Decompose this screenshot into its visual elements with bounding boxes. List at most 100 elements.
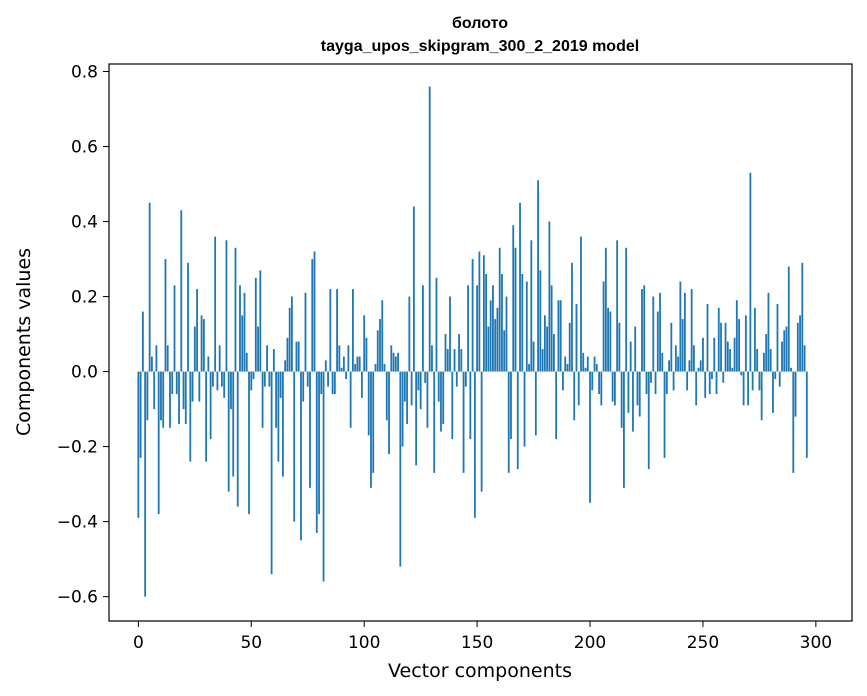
y-tick-label: 0.4 bbox=[71, 213, 98, 233]
bar bbox=[485, 274, 488, 372]
bar bbox=[345, 371, 348, 380]
bar bbox=[182, 371, 185, 410]
bar bbox=[455, 371, 458, 387]
bar bbox=[261, 371, 264, 428]
bar bbox=[236, 371, 239, 507]
bar bbox=[257, 326, 259, 372]
x-tick-label: 100 bbox=[348, 633, 380, 653]
bar bbox=[636, 371, 639, 406]
bar bbox=[403, 371, 406, 402]
bar bbox=[342, 356, 345, 372]
bar bbox=[600, 371, 603, 406]
bar bbox=[501, 274, 503, 372]
bar bbox=[259, 270, 262, 372]
bar bbox=[349, 371, 352, 428]
bar bbox=[571, 262, 573, 372]
bar bbox=[805, 371, 808, 458]
bar bbox=[281, 371, 284, 477]
bar bbox=[171, 371, 174, 395]
bar bbox=[774, 371, 777, 380]
bar bbox=[266, 345, 268, 372]
bar bbox=[735, 300, 738, 372]
bar bbox=[196, 289, 198, 372]
bar bbox=[198, 371, 201, 402]
bar bbox=[243, 292, 246, 372]
bar bbox=[385, 371, 388, 421]
bar bbox=[153, 371, 156, 410]
bar bbox=[722, 371, 725, 383]
bar bbox=[467, 285, 469, 372]
bar bbox=[169, 371, 171, 428]
bar bbox=[519, 202, 521, 372]
bar bbox=[552, 334, 555, 372]
bar bbox=[713, 337, 716, 372]
bar bbox=[537, 180, 539, 372]
bar bbox=[543, 315, 546, 372]
bar bbox=[221, 371, 223, 387]
x-tick-label: 150 bbox=[461, 633, 493, 653]
bar bbox=[358, 356, 361, 372]
bar bbox=[144, 371, 147, 597]
bar bbox=[352, 289, 354, 372]
x-tick-label: 50 bbox=[240, 633, 262, 653]
bar bbox=[487, 326, 490, 372]
bar bbox=[406, 371, 409, 425]
bar bbox=[306, 371, 309, 387]
bar bbox=[717, 307, 720, 372]
bar bbox=[272, 349, 275, 372]
bar bbox=[638, 371, 641, 417]
bar bbox=[677, 356, 680, 372]
bar bbox=[641, 289, 643, 372]
bar bbox=[209, 371, 212, 440]
bar bbox=[442, 371, 445, 425]
bar bbox=[288, 307, 291, 372]
bar bbox=[654, 371, 657, 395]
bar bbox=[155, 345, 158, 372]
bar bbox=[744, 315, 747, 372]
bars-group bbox=[137, 86, 808, 597]
bar bbox=[476, 285, 479, 372]
bar bbox=[514, 247, 517, 372]
bar bbox=[139, 371, 142, 458]
bar bbox=[568, 322, 571, 372]
bar bbox=[480, 371, 483, 492]
bar bbox=[245, 352, 248, 372]
bar bbox=[562, 371, 564, 391]
bar bbox=[361, 371, 363, 398]
y-tick-label: −0.2 bbox=[57, 438, 98, 458]
bar bbox=[507, 371, 510, 473]
bar bbox=[496, 307, 499, 372]
bar bbox=[498, 247, 501, 372]
bar bbox=[749, 172, 752, 372]
bar bbox=[521, 274, 524, 372]
bar bbox=[539, 270, 542, 372]
bar bbox=[584, 367, 587, 372]
bar bbox=[704, 371, 707, 398]
bar bbox=[647, 371, 650, 470]
bar bbox=[482, 255, 485, 372]
bar bbox=[392, 352, 395, 372]
bar bbox=[659, 292, 661, 372]
bar bbox=[555, 371, 558, 440]
bar bbox=[460, 349, 463, 372]
bar bbox=[428, 86, 431, 372]
bar bbox=[295, 341, 298, 372]
bar bbox=[656, 311, 659, 372]
bar bbox=[668, 360, 670, 372]
bar bbox=[661, 352, 664, 372]
bar bbox=[184, 371, 187, 425]
bar bbox=[674, 345, 677, 372]
bar bbox=[388, 371, 390, 455]
bar bbox=[783, 330, 786, 372]
bar bbox=[374, 364, 377, 372]
bar bbox=[593, 356, 596, 372]
bar bbox=[607, 307, 609, 372]
y-axis: −0.6 −0.4 −0.2 0.0 0.2 0.4 0.6 0.8 bbox=[57, 63, 109, 608]
bar bbox=[372, 371, 375, 473]
bar bbox=[239, 285, 241, 372]
bar bbox=[602, 281, 605, 372]
bar bbox=[315, 371, 318, 533]
bar bbox=[803, 345, 806, 372]
bar bbox=[516, 371, 519, 470]
bar bbox=[586, 356, 589, 372]
